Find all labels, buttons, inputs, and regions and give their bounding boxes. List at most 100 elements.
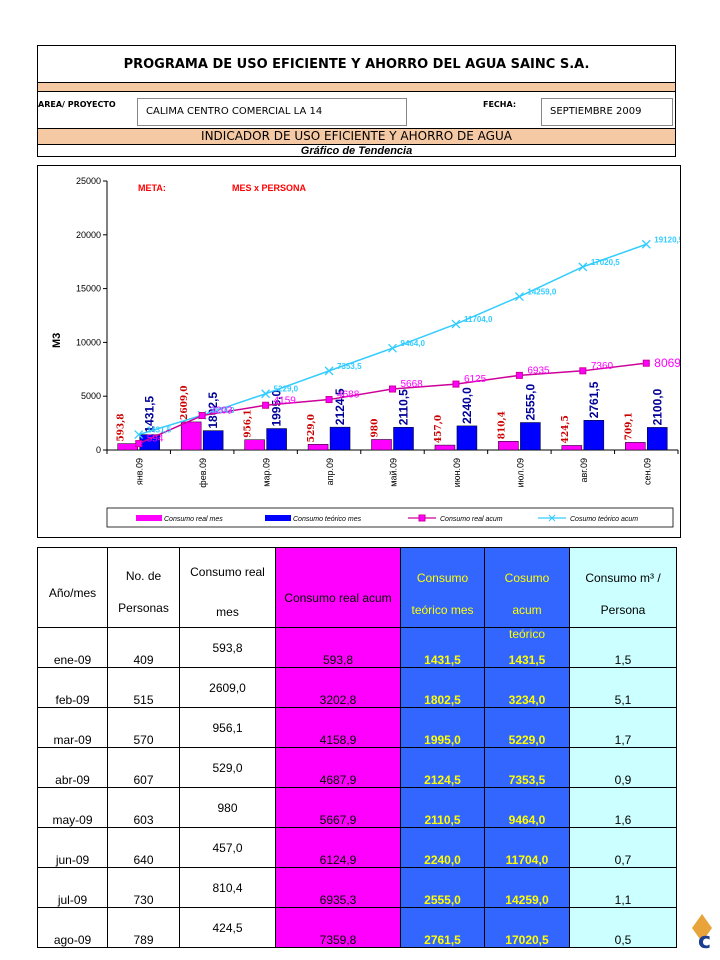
- marker-real-acum: [198, 412, 206, 420]
- x-tick-label: сен.09: [642, 458, 652, 485]
- marker-real-acum: [389, 385, 396, 393]
- label-teorico-acum: 19120,5: [654, 235, 680, 244]
- trend-chart: 0 5000 10000 15000 20000 25000 M3 META: MES x PE…: [51, 176, 684, 528]
- cell-consumo-teorico-acum: 3234,0: [484, 667, 570, 708]
- bar-consumo-teorico: [393, 427, 414, 451]
- label-real-acum: 5668: [401, 379, 424, 390]
- label-consumo-real: 457,0: [434, 415, 444, 443]
- marker-real-acum: [515, 371, 523, 379]
- y-tick-label: 20000: [76, 230, 101, 240]
- cell-mes: feb-09: [37, 667, 108, 708]
- bar-consumo-teorico: [583, 420, 605, 451]
- table-row: ago-09 789 424,5 7359,8 2761,5 17020,5 0,5: [37, 907, 677, 948]
- label-consumo-teorico: 1802,5: [206, 392, 220, 429]
- cell-consumo-real-acum: 6124,9: [275, 827, 401, 868]
- label-consumo-real: 2609,0: [180, 385, 190, 419]
- cell-consumo-persona: 1,1: [569, 867, 677, 908]
- header-consumo-teorico-acum: Cosumo teórico acum: [484, 547, 570, 641]
- marker-teorico-acum: [261, 389, 271, 399]
- cell-personas: 409: [107, 627, 180, 668]
- y-tick-label: 10000: [76, 337, 101, 347]
- cell-mes: ago-09: [37, 907, 108, 948]
- meta-value: MES x PERSONA: [232, 183, 307, 193]
- cell-mes: abr-09: [37, 747, 108, 788]
- table-header-row: Año/mes No. de Personas Consumo real mes…: [37, 547, 677, 641]
- label-consumo-real: 593,8: [117, 413, 127, 441]
- y-tick-label: 0: [96, 445, 101, 455]
- label-real-acum: 4688: [337, 390, 360, 401]
- cell-personas: 570: [107, 707, 180, 748]
- x-tick-label: июл.09: [515, 458, 525, 487]
- cell-consumo-teorico-acum: 9464,0: [484, 787, 570, 828]
- marker-real-acum: [262, 401, 270, 409]
- table-row: abr-09 607 529,0 4687,9 2124,5 7353,5 0,9: [37, 747, 677, 788]
- cell-mes: jun-09: [37, 827, 108, 868]
- label-consumo-teorico: 2555,0: [523, 383, 537, 420]
- cell-consumo-real: 424,5: [179, 907, 276, 948]
- bar-consumo-real: [561, 445, 583, 451]
- area-field: CALIMA CENTRO COMERCIAL LA 14: [137, 98, 407, 126]
- cell-consumo-teorico: 2761,5: [400, 907, 485, 948]
- indicator-title: INDICADOR DE USO EFICIENTE Y AHORRO DE A…: [38, 128, 675, 145]
- label-consumo-teorico: 2240,0: [460, 387, 474, 424]
- y-axis-label: M3: [51, 333, 63, 348]
- cell-consumo-persona: 1,7: [569, 707, 677, 748]
- label-real-acum: 8069: [654, 356, 680, 370]
- meta-label: META:: [138, 183, 166, 193]
- company-logo: c: [688, 908, 720, 960]
- header-consumo-persona: Consumo m³ / Persona: [569, 547, 677, 628]
- x-tick-label: мар.09: [262, 458, 272, 487]
- cell-consumo-real: 457,0: [179, 827, 276, 868]
- x-tick-label: май.09: [389, 458, 399, 487]
- label-consumo-teorico: 1995,0: [270, 390, 284, 427]
- header-consumo-real-acum: Consumo real acum: [275, 547, 401, 628]
- cell-consumo-teorico: 2555,0: [400, 867, 485, 908]
- label-teorico-acum: 5229,0: [274, 385, 299, 394]
- label-consumo-real: 529,0: [307, 414, 317, 442]
- cell-consumo-teorico-acum: 5229,0: [484, 707, 570, 748]
- label-consumo-real: 956,1: [244, 410, 254, 438]
- cell-consumo-teorico-acum: 17020,5: [484, 907, 570, 948]
- marker-real-acum: [452, 380, 460, 388]
- cell-personas: 607: [107, 747, 180, 788]
- label-consumo-real: 980: [371, 419, 381, 438]
- table-row: feb-09 515 2609,0 3202,8 1802,5 3234,0 5,1: [37, 667, 677, 708]
- label-teorico-acum: 17020,5: [591, 258, 620, 267]
- marker-teorico-acum: [578, 262, 588, 272]
- y-tick-label: 25000: [76, 176, 101, 186]
- cell-consumo-persona: 1,5: [569, 627, 677, 668]
- cell-consumo-teorico: 2124,5: [400, 747, 485, 788]
- label-teorico-acum: 9464,0: [401, 339, 426, 348]
- label-real-acum: 4159: [274, 395, 297, 406]
- label-real-acum: 594: [147, 434, 164, 445]
- legend-marker: [548, 514, 556, 522]
- marker-teorico-acum: [388, 343, 397, 353]
- svg-text:c: c: [698, 929, 711, 954]
- cell-consumo-real-acum: 5667,9: [275, 787, 401, 828]
- label-teorico-acum: 11704,0: [464, 315, 493, 324]
- table-row: jun-09 640 457,0 6124,9 2240,0 11704,0 0,7: [37, 827, 677, 868]
- marker-teorico-acum: [324, 366, 334, 376]
- cell-personas: 603: [107, 787, 180, 828]
- label-real-acum: 3203: [210, 406, 233, 417]
- cell-mes: mar-09: [37, 707, 108, 748]
- x-tick-label: авг.09: [579, 458, 589, 482]
- report-title: PROGRAMA DE USO EFICIENTE Y AHORRO DEL A…: [38, 46, 675, 83]
- legend-label: Consumo real acum: [440, 516, 503, 523]
- table-row: mar-09 570 956,1 4158,9 1995,0 5229,0 1,7: [37, 707, 677, 748]
- cell-consumo-real: 593,8: [179, 627, 276, 668]
- marker-real-acum: [642, 359, 650, 367]
- y-tick-label: 5000: [81, 391, 101, 401]
- y-tick-label: 15000: [76, 284, 101, 294]
- bar-consumo-real: [434, 444, 456, 451]
- area-label: AREA/ PROYECTO: [38, 100, 116, 109]
- bar-consumo-teorico: [266, 428, 287, 451]
- label-consumo-teorico: 2110,5: [397, 389, 411, 425]
- header-consumo-teorico: Consumo teórico mes: [400, 547, 485, 628]
- report-header: PROGRAMA DE USO EFICIENTE Y AHORRO DEL A…: [37, 45, 676, 157]
- x-tick-label: янв.09: [135, 458, 145, 485]
- bar-consumo-teorico: [647, 427, 668, 451]
- cell-consumo-real: 2609,0: [179, 667, 276, 708]
- bar-consumo-teorico: [329, 426, 351, 451]
- label-real-acum: 7360: [591, 361, 614, 372]
